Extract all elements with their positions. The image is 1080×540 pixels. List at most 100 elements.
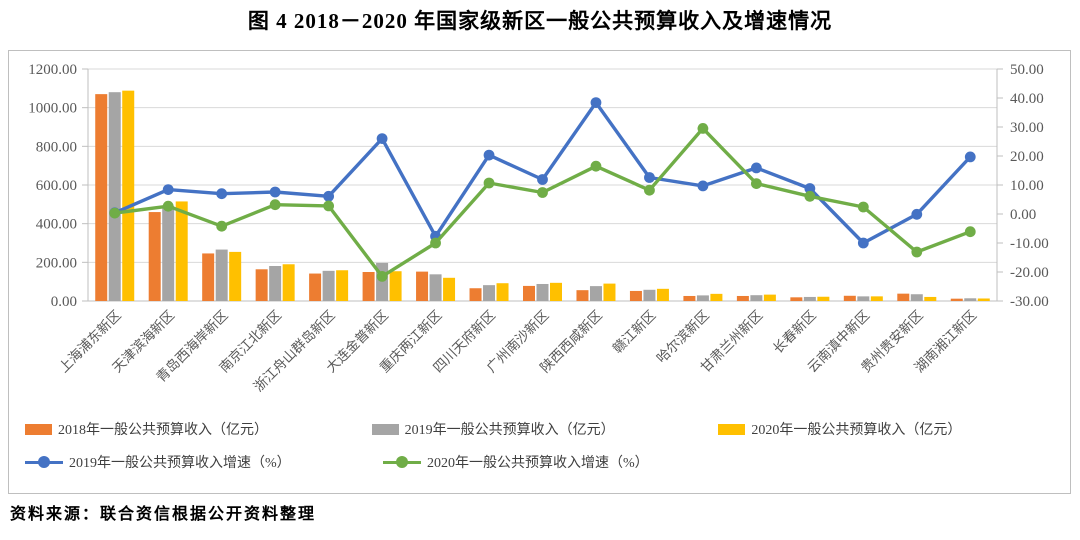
legend-row-lines: 2019年一般公共预算收入增速（%） 2020年一般公共预算收入增速（%）	[25, 452, 1065, 472]
bar-2019年	[215, 249, 228, 301]
right-axis-tick-label: -30.00	[1010, 294, 1049, 310]
left-axis-tick-label: 600.00	[36, 178, 77, 194]
bar-2018年	[790, 297, 803, 301]
marker-2019年	[216, 188, 228, 200]
line-2020年	[114, 126, 971, 279]
marker-2020年	[697, 122, 709, 134]
legend-label: 2020年一般公共预算收入（亿元）	[751, 423, 962, 438]
bar-2018年	[736, 295, 749, 301]
bar-2019年	[322, 270, 335, 301]
bar-2019年	[269, 266, 282, 301]
bar-2020年	[550, 282, 562, 301]
chart-border	[8, 50, 1071, 494]
right-axis-tick-label: 50.00	[1010, 62, 1044, 78]
source-note: 资料来源：联合资信根据公开资料整理	[10, 506, 317, 523]
bar-2020年	[282, 264, 295, 301]
bar-2020年	[603, 283, 616, 301]
bar-2020年	[389, 271, 402, 301]
marker-2020年	[857, 201, 869, 213]
bar-2020年	[924, 296, 937, 301]
marker-2019年	[483, 149, 495, 161]
marker-2020年	[376, 271, 388, 282]
bar-2019年	[108, 92, 121, 301]
marker-2020年	[109, 207, 121, 219]
bar-2020年	[229, 251, 242, 301]
bar-2019年	[803, 296, 816, 301]
right-axis-tick-label: -10.00	[1010, 236, 1049, 252]
marker-2020年	[483, 177, 495, 189]
bar-2019年	[964, 298, 977, 301]
line-2019年	[114, 100, 972, 245]
bar-2018年	[362, 272, 375, 301]
marker-2020年	[537, 187, 548, 198]
bar-2020年	[817, 296, 830, 301]
bar-2020年	[175, 201, 188, 301]
bar-2020年	[763, 294, 776, 301]
right-axis-tick-label: 0.00	[1010, 207, 1036, 223]
bar-2019年	[750, 295, 763, 301]
x-axis-label: 哈尔滨新区	[654, 308, 712, 366]
marker-2019年	[911, 208, 923, 220]
marker-2020年	[644, 184, 655, 196]
bar-2020年	[710, 293, 723, 301]
legend-bar-swatch-icon	[718, 423, 746, 435]
legend-row-bars: 2018年一般公共预算收入（亿元） 2019年一般公共预算收入（亿元） 2020年一…	[25, 419, 1065, 439]
marker-2019年	[697, 180, 709, 192]
marker-2019年	[964, 151, 976, 163]
right-axis-tick-label: -20.00	[1010, 265, 1049, 281]
marker-2019年	[857, 237, 869, 249]
x-axis-label: 赣江新区	[610, 308, 659, 357]
marker-2020年	[750, 178, 762, 190]
marker-2019年	[750, 162, 762, 174]
marker-2020年	[430, 237, 441, 249]
bar-2019年	[589, 286, 602, 301]
legend-bar-swatch-icon	[371, 423, 399, 435]
bar-2018年	[309, 273, 322, 301]
bar-2019年	[162, 205, 175, 301]
chart-title: 图 4 2018－2020 年国家级新区一般公共预算收入及增速情况	[247, 9, 833, 33]
bar-2018年	[683, 295, 696, 301]
marker-2020年	[911, 246, 923, 258]
bar-2018年	[523, 285, 535, 301]
legend-label: 2018年一般公共预算收入（亿元）	[58, 423, 268, 438]
legend-item: 2020年一般公共预算收入（亿元）	[718, 419, 1065, 439]
bar-2018年	[576, 290, 589, 301]
bar-2020年	[336, 270, 349, 301]
marker-2019年	[644, 172, 655, 183]
bar-2020年	[977, 298, 990, 301]
bar-2019年	[696, 295, 709, 301]
left-axis-tick-label: 400.00	[36, 217, 77, 233]
legend-line-swatch-icon	[25, 456, 63, 468]
left-axis-tick-label: 1200.00	[28, 62, 77, 78]
bar-2018年	[95, 94, 108, 301]
legend-label: 2019年一般公共预算收入（亿元）	[404, 423, 615, 438]
right-axis-tick-label: 30.00	[1010, 120, 1044, 136]
marker-2020年	[964, 226, 976, 238]
bar-2018年	[202, 253, 215, 301]
bar-2018年	[897, 293, 910, 301]
right-axis-tick-label: 20.00	[1010, 149, 1044, 165]
bar-2018年	[469, 288, 482, 301]
bar-2019年	[536, 283, 549, 301]
bar-2019年	[857, 296, 870, 301]
marker-2019年	[590, 97, 602, 108]
marker-2019年	[804, 183, 816, 194]
left-axis-tick-label: 800.00	[36, 139, 77, 155]
bar-2018年	[255, 269, 268, 301]
bar-2018年	[416, 271, 429, 301]
bar-2018年	[629, 290, 642, 301]
bar-2020年	[496, 283, 509, 301]
legend-item: 2019年一般公共预算收入增速（%）	[25, 452, 383, 472]
marker-2019年	[162, 184, 174, 196]
left-axis-tick-label: 0.00	[51, 294, 77, 310]
bar-2020年	[870, 296, 883, 301]
bar-2018年	[950, 298, 963, 301]
bar-2020年	[443, 277, 456, 301]
legend-item: 2018年一般公共预算收入（亿元）	[25, 419, 372, 439]
legend-label: 2020年一般公共预算收入增速（%）	[427, 456, 649, 471]
bar-2020年	[122, 90, 135, 301]
marker-2019年	[376, 133, 388, 145]
bar-2020年	[656, 288, 669, 301]
left-axis-tick-label: 200.00	[36, 255, 77, 271]
